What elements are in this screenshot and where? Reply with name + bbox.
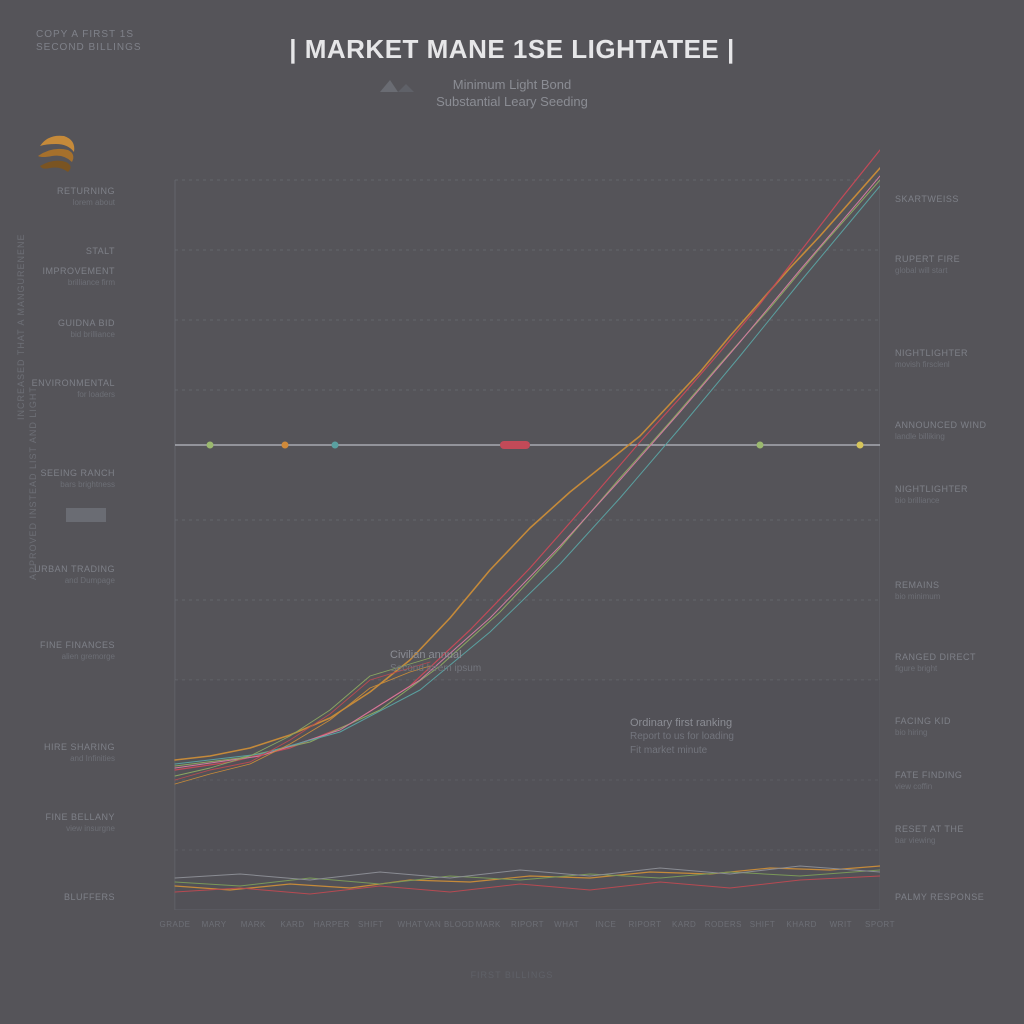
subtitle-line-1: Minimum Light Bond (453, 77, 572, 92)
left-label: Urban Tradingand Dumpage (30, 564, 115, 586)
x-tick: VAN BLOOD (424, 920, 475, 929)
brand-logo-icon (34, 130, 80, 176)
right-label: Announced Windlandle billiking (895, 420, 1005, 442)
x-axis-ticks: GRADEMARYMARKKARDHARPERSHIFTWHATVAN BLOO… (120, 920, 880, 940)
x-tick: SPORT (865, 920, 895, 929)
x-tick: SHIFT (750, 920, 776, 929)
right-label: Reset At Thebar viewing (895, 824, 1005, 846)
right-label: Rupert Fireglobal will start (895, 254, 1005, 276)
x-tick: WHAT (398, 920, 423, 929)
right-label: Fate Findingview coffin (895, 770, 1005, 792)
subtitle-line-2: Substantial Leary Seeding (436, 94, 588, 109)
x-tick: MARY (202, 920, 227, 929)
legend-swatch (66, 508, 106, 522)
x-tick: RODERS (705, 920, 742, 929)
x-tick: INCE (595, 920, 616, 929)
right-label: Remainsbio minimum (895, 580, 1005, 602)
x-tick: WRIT (830, 920, 852, 929)
x-tick: KARD (280, 920, 304, 929)
x-tick: KARD (672, 920, 696, 929)
chart-annotation: Civilian annualSecond lorem ipsum (390, 648, 481, 676)
x-tick: WHAT (554, 920, 579, 929)
left-label: Improvementbrilliance firm (30, 266, 115, 288)
left-label: Guidna bidbid brilliance (30, 318, 115, 340)
left-label: Returninglorem about (30, 186, 115, 208)
right-label: Nightlightermovish firsclenl (895, 348, 1005, 370)
left-label: Fine Financesalien gremorge (30, 640, 115, 662)
x-tick: MARK (476, 920, 501, 929)
right-label: Nightlighterbio brilliance (895, 484, 1005, 506)
x-tick: GRADE (160, 920, 191, 929)
left-label: Stalt (30, 246, 115, 257)
left-label: Bluffers (30, 892, 115, 903)
chart-subtitle: Minimum Light Bond Substantial Leary See… (0, 76, 1024, 110)
flag-icon (380, 78, 414, 94)
chart-title: | MARKET MANE 1SE LIGHTATEE | (0, 34, 1024, 65)
x-axis-caption: FIRST BILLINGS (0, 970, 1024, 980)
x-tick: HARPER (313, 920, 349, 929)
right-label: Facing Kidbio hiring (895, 716, 1005, 738)
line-chart (120, 120, 880, 910)
chart-annotation: Ordinary first rankingReport to us for l… (630, 716, 734, 758)
right-label: Palmy Response (895, 892, 1005, 903)
left-label: Hire Sharingand Infinities (30, 742, 115, 764)
left-label: Environmentalfor loaders (30, 378, 115, 400)
y-axis-label-1: INCREASED THAT A MANGURENENE (16, 233, 26, 420)
right-label: Skartweiss (895, 194, 1005, 205)
x-tick: RIPORT (628, 920, 661, 929)
x-tick: MARK (241, 920, 266, 929)
left-label: Fine Bellanyview insurgne (30, 812, 115, 834)
left-label: Seeing Ranchbars brightness (30, 468, 115, 490)
x-tick: SHIFT (358, 920, 384, 929)
x-tick: KHARD (786, 920, 817, 929)
x-tick: RIPORT (511, 920, 544, 929)
right-label: Ranged Directfigure bright (895, 652, 1005, 674)
